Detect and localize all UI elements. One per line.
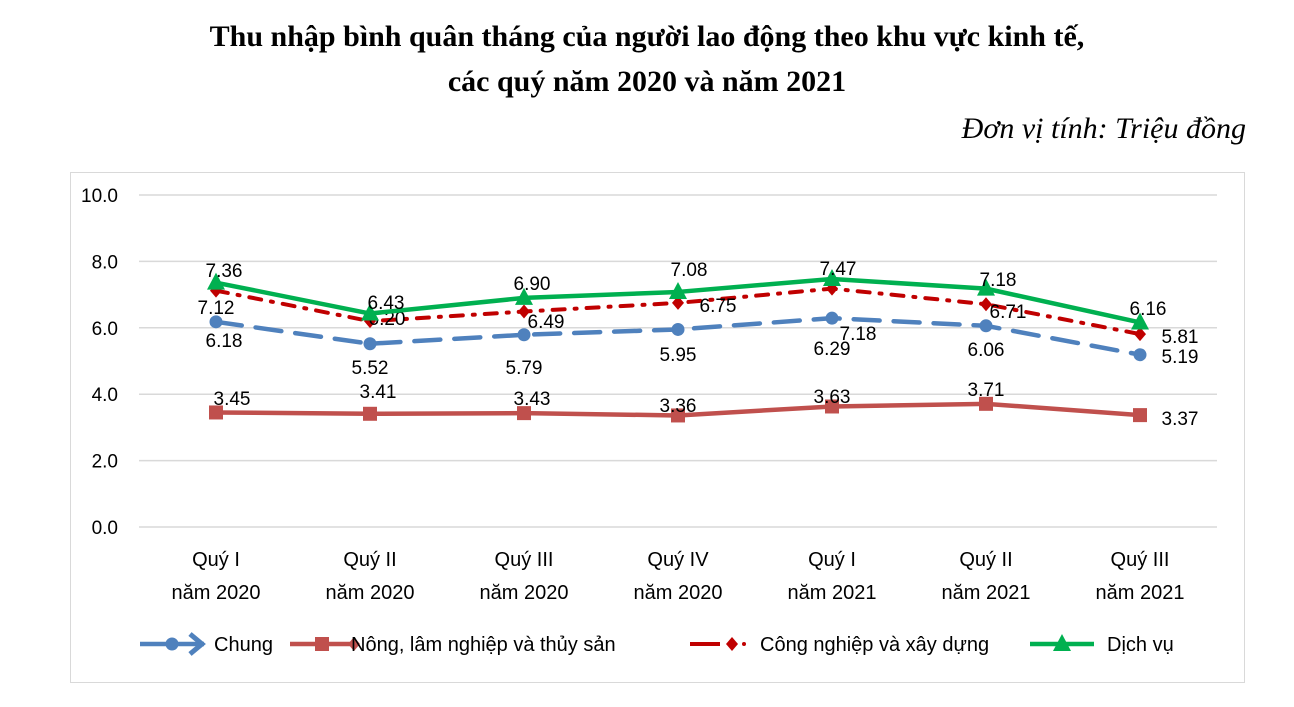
circle-marker bbox=[1133, 348, 1147, 362]
data-label: 5.81 bbox=[1162, 327, 1199, 348]
y-tick-label: 8.0 bbox=[92, 252, 118, 273]
square-marker bbox=[825, 399, 839, 414]
data-label: 3.63 bbox=[814, 387, 851, 408]
unit-label: Đơn vị tính: Triệu đồng bbox=[961, 112, 1246, 145]
x-tick-label: năm 2020 bbox=[172, 582, 261, 604]
circle-marker bbox=[209, 315, 223, 329]
arrow-icon bbox=[188, 632, 206, 656]
legend-label: Dịch vụ bbox=[1107, 634, 1174, 656]
legend-item-1: Nông, lâm nghiệp và thủy sản bbox=[290, 634, 616, 656]
diamond-marker bbox=[348, 637, 360, 651]
diamond-marker bbox=[672, 295, 684, 310]
y-tick-label: 2.0 bbox=[92, 452, 118, 473]
data-label: 7.18 bbox=[980, 270, 1017, 291]
chart-subtitle: các quý năm 2020 và năm 2021 bbox=[447, 65, 847, 98]
triangle-marker bbox=[823, 268, 841, 286]
dot-marker bbox=[742, 642, 746, 646]
y-tick-label: 0.0 bbox=[92, 518, 118, 539]
data-label: 7.08 bbox=[671, 260, 708, 281]
data-label: 6.06 bbox=[968, 340, 1005, 361]
circle-marker bbox=[165, 637, 179, 651]
triangle-marker bbox=[207, 272, 225, 290]
y-tick-label: 10.0 bbox=[81, 186, 118, 207]
y-tick-label: 4.0 bbox=[92, 385, 118, 406]
data-label: 6.90 bbox=[514, 274, 551, 295]
square-marker bbox=[671, 408, 685, 423]
data-label: 6.43 bbox=[368, 293, 405, 314]
x-tick-label: năm 2021 bbox=[1096, 582, 1185, 604]
x-tick-label: năm 2021 bbox=[788, 582, 877, 604]
square-marker bbox=[979, 396, 993, 411]
x-tick-label: Quý IV bbox=[647, 549, 709, 571]
circle-marker bbox=[363, 337, 377, 351]
circle-marker bbox=[825, 311, 839, 325]
square-marker bbox=[517, 406, 531, 421]
legend-item-2: Công nghiệp và xây dựng bbox=[690, 634, 989, 656]
x-tick-label: Quý I bbox=[808, 549, 856, 571]
triangle-marker bbox=[669, 281, 687, 299]
circle-marker bbox=[979, 319, 993, 333]
data-label: 6.29 bbox=[814, 339, 851, 360]
data-label: 3.71 bbox=[968, 380, 1005, 401]
data-label: 3.36 bbox=[660, 396, 697, 417]
x-tick-label: Quý II bbox=[343, 549, 396, 571]
x-tick-label: Quý III bbox=[1111, 549, 1170, 571]
diamond-marker bbox=[518, 304, 530, 319]
circle-marker bbox=[671, 322, 685, 336]
chart-title: Thu nhập bình quân tháng của người lao đ… bbox=[209, 20, 1085, 53]
legend-label: Công nghiệp và xây dựng bbox=[760, 634, 989, 656]
triangle-marker bbox=[1053, 634, 1071, 651]
data-label: 6.75 bbox=[700, 296, 737, 317]
series-3: 7.36 6.43 6.90 7.08 7.47 7.18 6.16 bbox=[206, 259, 1167, 330]
triangle-marker bbox=[361, 303, 379, 321]
x-tick-label: năm 2020 bbox=[326, 582, 415, 604]
data-label: 6.49 bbox=[528, 312, 565, 333]
data-label: 6.71 bbox=[990, 302, 1027, 323]
legend-item-3: Dịch vụ bbox=[1030, 634, 1174, 656]
legend-label: Nông, lâm nghiệp và thủy sản bbox=[351, 634, 616, 656]
data-label: 5.52 bbox=[352, 358, 389, 379]
data-label: 5.95 bbox=[660, 345, 697, 366]
data-label: 5.19 bbox=[1162, 347, 1199, 368]
square-marker bbox=[363, 406, 377, 421]
data-label: 7.47 bbox=[820, 259, 857, 280]
series-1: 3.45 3.41 3.43 3.36 3.63 3.71 3.37 bbox=[209, 380, 1198, 430]
x-tick-label: Quý II bbox=[959, 549, 1012, 571]
square-marker bbox=[315, 637, 329, 651]
diamond-marker bbox=[1134, 327, 1146, 342]
series-0: 6.18 5.52 5.79 5.95 6.29 6.06 5.19 bbox=[206, 311, 1199, 379]
data-label: 6.16 bbox=[1130, 299, 1167, 320]
x-tick-label: năm 2020 bbox=[634, 582, 723, 604]
x-tick-label: năm 2021 bbox=[942, 582, 1031, 604]
y-tick-label: 6.0 bbox=[92, 319, 118, 340]
x-tick-label: năm 2020 bbox=[480, 582, 569, 604]
square-marker bbox=[209, 405, 223, 420]
data-label: 6.18 bbox=[206, 331, 243, 352]
data-label: 3.41 bbox=[360, 382, 397, 403]
data-label: 7.18 bbox=[840, 324, 877, 345]
legend-item-0: Chung bbox=[140, 632, 273, 656]
x-tick-label: Quý III bbox=[495, 549, 554, 571]
diamond-marker bbox=[980, 297, 992, 312]
triangle-marker bbox=[515, 287, 533, 305]
data-label: 3.37 bbox=[1162, 409, 1199, 430]
data-label: 3.45 bbox=[214, 389, 251, 410]
data-label: 7.12 bbox=[198, 298, 235, 319]
circle-marker bbox=[517, 328, 531, 342]
legend-label: Chung bbox=[214, 634, 273, 656]
triangle-marker bbox=[1131, 312, 1149, 330]
diamond-marker bbox=[726, 637, 738, 651]
data-label: 5.79 bbox=[506, 358, 543, 379]
square-marker bbox=[1133, 408, 1147, 423]
chart-border bbox=[70, 172, 1245, 683]
data-label: 7.36 bbox=[206, 261, 243, 282]
triangle-marker bbox=[977, 278, 995, 296]
data-label: 3.43 bbox=[514, 389, 551, 410]
x-tick-label: Quý I bbox=[192, 549, 240, 571]
legend: Chung Nông, lâm nghiệp và thủy sản Công ng… bbox=[140, 632, 1174, 656]
